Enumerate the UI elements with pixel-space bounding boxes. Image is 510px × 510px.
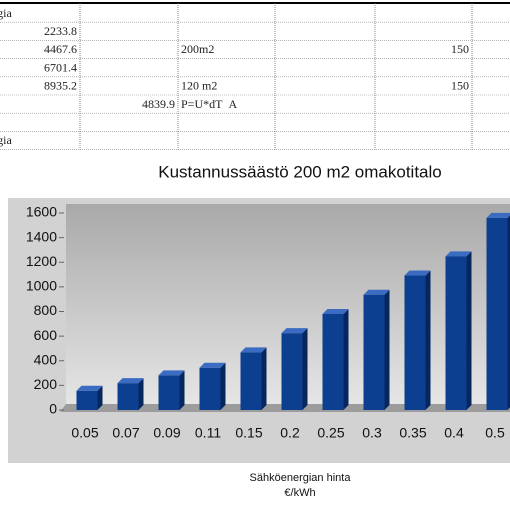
cell-text: 2233.8 — [44, 24, 77, 38]
bar — [158, 375, 180, 410]
cell-text: 200m2 — [181, 42, 214, 56]
cell-text: 4467.6 — [44, 42, 77, 56]
x-tick-label: 0.05 — [71, 425, 98, 441]
x-axis-label: €/kWh — [284, 487, 315, 499]
y-tick-label: 1000 — [26, 278, 57, 294]
bar-top — [322, 308, 349, 314]
bar-side — [466, 251, 472, 410]
bar-top — [76, 385, 103, 391]
bar-top — [281, 328, 308, 334]
bar-side — [425, 270, 431, 410]
bar — [322, 313, 344, 410]
bar-top — [486, 212, 510, 218]
bar-side — [507, 215, 510, 410]
y-tick-label: 400 — [34, 351, 58, 367]
cell-text: 8935.2 — [44, 79, 77, 93]
cell-text: ergia — [0, 133, 12, 147]
y-tick-label: 1200 — [26, 253, 57, 269]
bar-side — [384, 289, 390, 410]
bar-side — [220, 362, 226, 410]
bar-top — [117, 378, 144, 384]
cell-text: 150 — [451, 79, 469, 93]
x-tick-label: 0.2 — [280, 425, 300, 441]
bar-top — [158, 370, 185, 376]
bar-top — [445, 251, 472, 257]
x-tick-label: 0.15 — [235, 425, 262, 441]
y-tick-label: 600 — [34, 327, 58, 343]
x-axis-label: Sähköenergian hinta — [250, 472, 352, 484]
bar-side — [97, 385, 103, 410]
y-tick-label: 200 — [34, 376, 58, 392]
cell-text: 150 — [451, 42, 469, 56]
x-tick-label: 0.5 — [485, 425, 505, 441]
x-tick-label: 0.07 — [112, 425, 139, 441]
x-tick-label: 0.25 — [317, 425, 344, 441]
bar-side — [261, 347, 267, 410]
bar-top — [240, 347, 267, 353]
y-tick-label: 1400 — [26, 228, 57, 244]
cell-text: 120 m2 — [181, 79, 217, 93]
y-tick-label: 0 — [49, 401, 57, 417]
bar — [117, 383, 139, 410]
bar — [445, 256, 467, 410]
bar-top — [404, 270, 431, 276]
bar — [363, 294, 385, 410]
bar — [486, 217, 508, 410]
x-tick-label: 0.4 — [444, 425, 464, 441]
y-tick-label: 1600 — [26, 204, 57, 220]
x-tick-label: 0.3 — [362, 425, 382, 441]
bar — [199, 367, 221, 410]
bar — [76, 390, 98, 410]
bar-side — [138, 378, 144, 410]
x-tick-label: 0.11 — [195, 425, 221, 441]
bar-top — [199, 362, 226, 368]
bar — [281, 333, 303, 410]
y-tick-label: 800 — [34, 302, 58, 318]
bar-side — [179, 370, 185, 410]
cell-text: 6701.4 — [44, 60, 77, 74]
x-tick-label: 0.35 — [399, 425, 426, 441]
cell-text: 4839.9 — [142, 97, 175, 111]
cell-text: P=U*dT A — [181, 97, 237, 111]
bar-side — [343, 308, 349, 410]
x-tick-label: 0.09 — [153, 425, 180, 441]
bar — [404, 275, 426, 410]
cell-text: ergia — [0, 6, 12, 20]
bar — [240, 352, 262, 410]
bar-side — [302, 328, 308, 410]
bar-top — [363, 289, 390, 295]
chart-title: Kustannussäästö 200 m2 omakotitalo — [158, 162, 442, 181]
